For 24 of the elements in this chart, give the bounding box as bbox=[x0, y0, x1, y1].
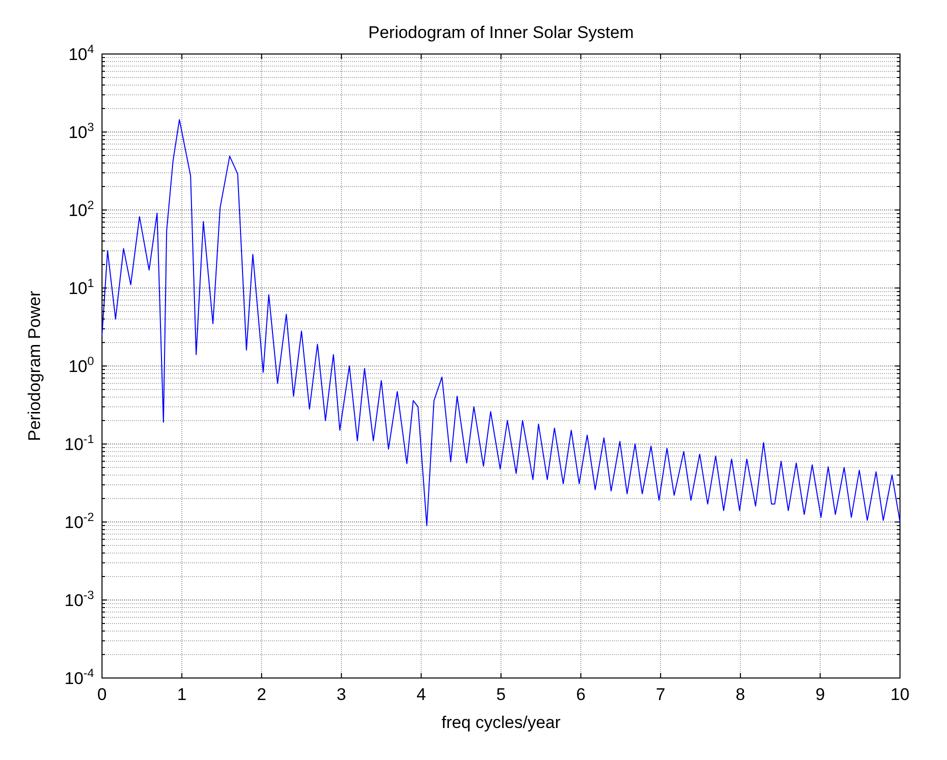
x-axis-title: freq cycles/year bbox=[441, 713, 561, 732]
x-tick-label: 6 bbox=[576, 685, 586, 704]
x-tick-label: 0 bbox=[97, 685, 107, 704]
y-tick-label: 10$^{0}$ bbox=[68, 354, 94, 376]
y-tick-label: 10$^{-3}$ bbox=[64, 588, 94, 610]
x-tick-label: 1 bbox=[177, 685, 187, 704]
chart-title: Periodogram of Inner Solar System bbox=[368, 23, 634, 42]
y-axis-title: Periodogram Power bbox=[25, 290, 44, 442]
y-tick-label: 10$^{4}$ bbox=[68, 42, 94, 64]
line-series bbox=[102, 119, 900, 526]
x-tick-label: 9 bbox=[815, 685, 825, 704]
x-tick-label: 3 bbox=[336, 685, 346, 704]
y-tick-label: 10$^{-2}$ bbox=[64, 510, 94, 532]
x-tick-label: 5 bbox=[496, 685, 506, 704]
x-tick-label: 4 bbox=[416, 685, 426, 704]
y-tick-label: 10$^{3}$ bbox=[68, 120, 94, 142]
x-tick-label: 2 bbox=[256, 685, 266, 704]
y-tick-label: 10$^{2}$ bbox=[68, 198, 94, 220]
x-tick-label: 7 bbox=[656, 685, 666, 704]
y-tick-label: 10$^{-4}$ bbox=[64, 666, 94, 688]
x-tick-label: 8 bbox=[736, 685, 746, 704]
y-tick-label: 10$^{-1}$ bbox=[64, 432, 94, 454]
y-tick-label: 10$^{1}$ bbox=[68, 276, 94, 298]
x-tick-label: 10 bbox=[890, 685, 910, 704]
